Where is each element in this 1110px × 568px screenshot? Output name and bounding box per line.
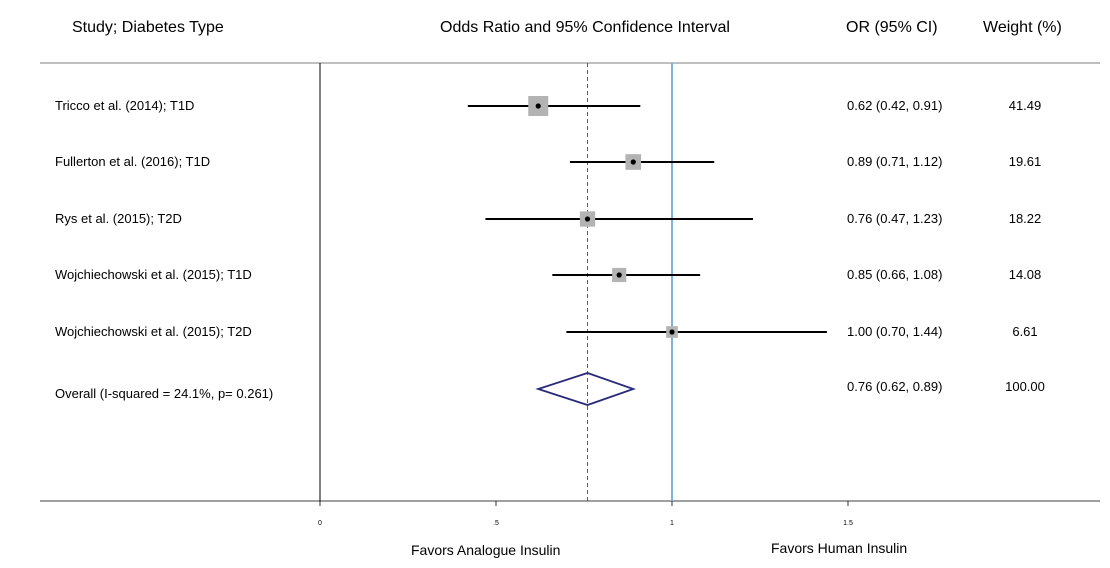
header-weight: Weight (%) (983, 19, 1062, 36)
weight-3: 18.22 (1008, 211, 1042, 226)
x-tick-label-1: .5 (493, 520, 499, 527)
weight-2: 19.61 (1008, 154, 1042, 169)
or-ci-5: 1.00 (0.70, 1.44) (847, 324, 943, 339)
weight-4: 14.08 (1008, 267, 1042, 282)
study-label-3: Rys et al. (2015); T2D (55, 211, 182, 226)
weight-1: 41.49 (1008, 98, 1042, 113)
point-estimate-4 (616, 272, 622, 278)
study-label-5: Wojchiechowski et al. (2015); T2D (55, 324, 252, 339)
study-label-4: Wojchiechowski et al. (2015); T1D (55, 267, 252, 282)
header-or-ci: OR (95% CI) (846, 19, 938, 36)
or-ci-1: 0.62 (0.42, 0.91) (847, 98, 943, 113)
header-plot: Odds Ratio and 95% Confidence Interval (440, 19, 730, 36)
overall-diamond (535, 372, 637, 406)
study-label-2: Fullerton et al. (2016); T1D (55, 154, 211, 169)
or-ci-4: 0.85 (0.66, 1.08) (847, 267, 943, 282)
study-label-1: Tricco et al. (2014); T1D (55, 98, 195, 113)
favors-analogue-label: Favors Analogue Insulin (411, 542, 561, 558)
x-tick-label-2: 1 (670, 520, 674, 527)
point-estimate-5 (669, 329, 675, 335)
overall-label: Overall (I-squared = 24.1%, p= 0.261) (55, 386, 274, 401)
x-tick-label-3: 1.5 (843, 520, 853, 527)
or-ci-2: 0.89 (0.71, 1.12) (847, 154, 943, 169)
weight-5: 6.61 (1012, 324, 1038, 339)
overall-weight: 100.00 (1005, 379, 1045, 394)
point-estimate-3 (584, 216, 591, 222)
favors-human-label: Favors Human Insulin (771, 540, 908, 556)
point-estimate-1 (535, 103, 541, 109)
header-study: Study; Diabetes Type (72, 19, 224, 36)
overall-or-ci: 0.76 (0.62, 0.89) (847, 379, 943, 394)
point-estimate-2 (630, 159, 636, 165)
or-ci-3: 0.76 (0.47, 1.23) (847, 211, 943, 226)
x-tick-label-0: 0 (318, 520, 322, 527)
